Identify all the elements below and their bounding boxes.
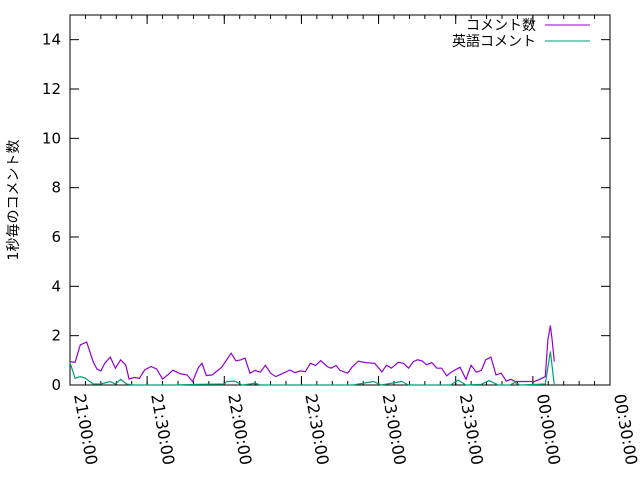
plot-area: 0 2 4 6 8 10 12 14 21:00:00 21:30:00 22:00:00 22:30…	[42, 15, 640, 466]
y-tick-label: 2	[51, 327, 61, 345]
y-tick-label: 0	[51, 376, 61, 394]
x-tick-label: 00:00:00	[533, 392, 564, 466]
x-tick-label: 22:30:00	[301, 392, 332, 466]
series-line-0	[70, 326, 554, 382]
y-tick-label: 4	[51, 277, 61, 295]
plot-frame	[70, 15, 610, 385]
legend-label-english-comments: 英語コメント	[452, 33, 536, 50]
x-tick-label: 23:00:00	[379, 392, 410, 466]
x-tick-label: 21:30:00	[147, 392, 178, 466]
x-tick-label: 22:00:00	[224, 392, 255, 466]
x-tick-label: 21:00:00	[70, 392, 101, 466]
y-tick-label: 14	[42, 31, 61, 49]
legend: コメント数 英語コメント	[452, 18, 590, 50]
legend-label-comments: コメント数	[466, 18, 536, 34]
y-tick-label: 8	[51, 179, 61, 197]
y-tick-label: 6	[51, 228, 61, 246]
y-tick-label: 10	[42, 129, 61, 147]
y-axis-label: 1秒毎のコメント数	[6, 140, 22, 261]
x-tick-label: 00:30:00	[610, 392, 640, 466]
x-tick-label: 23:30:00	[456, 392, 487, 466]
y-tick-label: 12	[42, 80, 61, 98]
